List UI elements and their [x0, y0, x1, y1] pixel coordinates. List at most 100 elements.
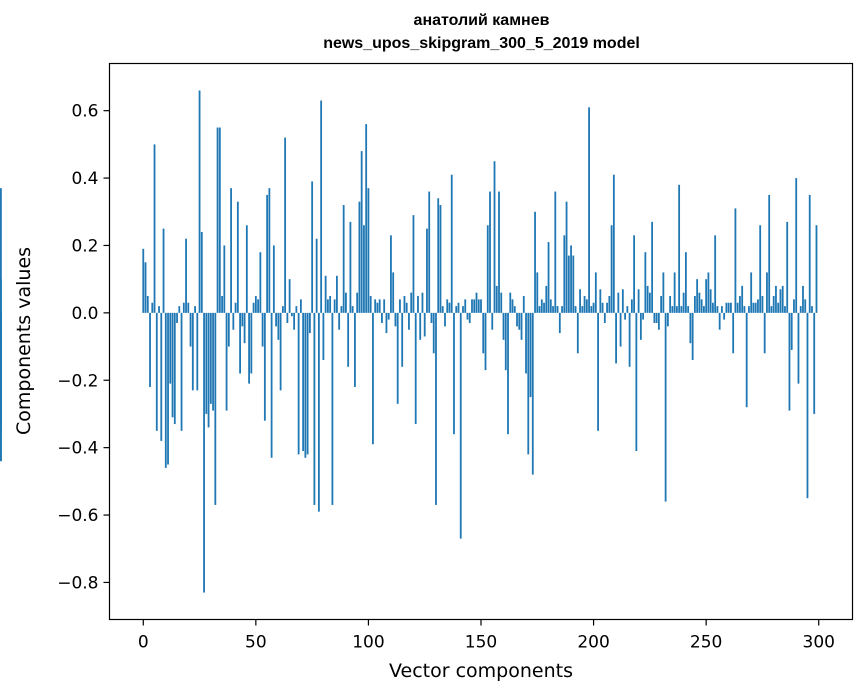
y-tick-label: −0.6 — [57, 506, 98, 526]
bar — [320, 100, 323, 313]
bar — [295, 306, 298, 313]
bar — [248, 312, 250, 384]
bar — [178, 306, 181, 313]
bar — [236, 201, 239, 313]
bar — [612, 174, 615, 313]
bar — [808, 194, 811, 313]
bar — [322, 312, 325, 361]
bar — [516, 312, 518, 327]
bar — [675, 306, 678, 313]
bar — [651, 221, 654, 313]
bar — [799, 306, 802, 313]
bar — [525, 312, 527, 374]
bar — [806, 312, 809, 499]
bar — [662, 272, 665, 313]
bar — [0, 312, 2, 462]
bar — [592, 302, 595, 313]
bar — [565, 201, 568, 313]
bar — [144, 262, 147, 313]
bar — [378, 299, 381, 313]
bar — [279, 312, 282, 391]
bar — [412, 215, 415, 313]
bar — [200, 231, 203, 313]
bar — [754, 302, 757, 313]
bar — [617, 292, 620, 313]
x-tick-label: 300 — [803, 633, 835, 653]
bar — [558, 312, 561, 334]
bar — [331, 312, 334, 505]
bar — [358, 201, 361, 313]
bar — [547, 242, 550, 313]
y-tick-label: 0.0 — [71, 304, 98, 324]
bar — [275, 312, 278, 327]
bar — [360, 151, 363, 313]
bar — [272, 245, 275, 313]
bar — [691, 312, 694, 361]
bar — [381, 312, 383, 323]
bar — [466, 312, 469, 320]
bar — [293, 312, 296, 330]
bar — [158, 306, 160, 313]
bar — [534, 211, 536, 313]
bar — [615, 312, 617, 364]
bar — [597, 312, 599, 431]
bar — [455, 306, 458, 313]
bar — [234, 302, 237, 313]
bar — [639, 312, 642, 340]
bar — [342, 205, 345, 313]
axes: 0 50 100 150 200 250 300 −0.8 −0.6 −0.4 −0.2 0.0 0.2… — [57, 102, 835, 653]
bar — [766, 272, 768, 313]
bar — [372, 312, 374, 445]
bar — [714, 235, 717, 313]
bar — [770, 306, 773, 313]
bar — [748, 306, 750, 313]
bar — [802, 285, 804, 313]
bar — [182, 302, 185, 313]
bar — [385, 312, 388, 334]
bar — [673, 272, 676, 313]
bar — [635, 312, 638, 452]
bar — [775, 285, 777, 313]
bar — [268, 188, 271, 313]
y-tick-label: −0.2 — [57, 371, 98, 391]
bar — [621, 289, 624, 313]
bar — [189, 312, 192, 347]
bar — [437, 198, 440, 313]
bar — [644, 252, 647, 313]
bar — [171, 312, 174, 418]
bar — [374, 299, 377, 313]
bar — [540, 299, 543, 313]
bar — [705, 279, 708, 313]
bar — [779, 289, 782, 313]
bar — [392, 272, 395, 313]
bar — [299, 299, 302, 313]
bar — [198, 90, 201, 313]
bar — [223, 245, 226, 313]
bar — [345, 292, 347, 313]
bar — [781, 285, 784, 313]
y-tick-label: 0.2 — [71, 236, 98, 256]
x-tick-label: 0 — [138, 633, 149, 653]
bar — [257, 299, 259, 313]
bar — [414, 312, 417, 425]
bar — [709, 289, 712, 313]
bar — [394, 312, 397, 327]
bar — [599, 289, 602, 313]
bar — [288, 279, 291, 313]
bar — [160, 312, 163, 441]
bar — [543, 302, 545, 313]
bar — [401, 312, 404, 367]
x-tick-label: 200 — [577, 633, 609, 653]
bar — [216, 127, 219, 313]
bar — [646, 285, 649, 313]
bar — [167, 312, 169, 465]
bar — [277, 312, 280, 340]
bar — [410, 292, 413, 313]
bar — [630, 299, 633, 313]
bar — [462, 306, 464, 313]
bar — [432, 312, 435, 354]
bar — [813, 312, 816, 414]
bar — [450, 174, 453, 313]
bar — [155, 312, 158, 431]
bar — [682, 292, 685, 313]
